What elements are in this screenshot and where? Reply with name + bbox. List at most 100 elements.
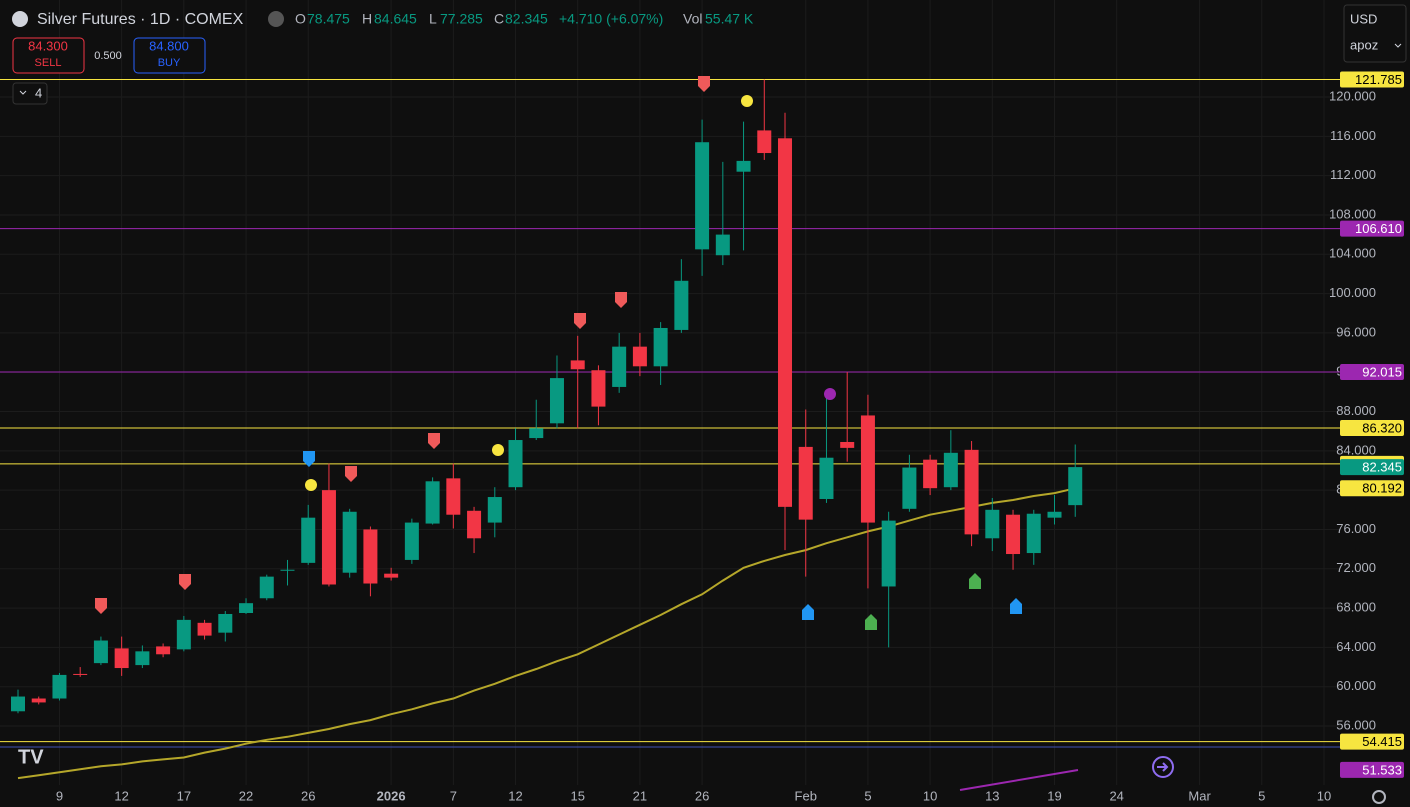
sell-signal (574, 313, 586, 329)
candle-body (612, 346, 627, 387)
volume-label: Vol (683, 11, 702, 27)
y-tick-label: 64.000 (1336, 639, 1376, 654)
sell-signal (615, 292, 627, 308)
ma-label: 80.192 (1362, 481, 1402, 496)
candle-body (218, 613, 233, 633)
candle-body (985, 509, 1000, 539)
ma-label-tag (1340, 480, 1404, 497)
buy-label: BUY (158, 57, 181, 69)
currency[interactable]: USD (1350, 11, 1377, 26)
symbol-title[interactable]: Silver Futures · 1D · COMEX (37, 11, 244, 28)
candle-body (840, 441, 855, 448)
candle-body (1026, 513, 1041, 554)
candle-body (93, 640, 108, 664)
candle-body (923, 459, 938, 489)
candle-body (342, 511, 357, 573)
ohlc-value: 84.645 (374, 11, 417, 27)
candle-body (239, 603, 254, 614)
ohlc-value: 78.475 (307, 11, 350, 27)
level-label: 106.610 (1355, 221, 1402, 236)
x-tick-label: 10 (923, 788, 937, 803)
candle-body (819, 457, 834, 499)
sell-button[interactable] (12, 37, 85, 74)
candle-body (570, 360, 585, 370)
level-label: 86.320 (1362, 420, 1402, 435)
alert-icon[interactable] (824, 388, 836, 400)
moving-average (17, 487, 1076, 780)
level-label-tag (1340, 761, 1404, 778)
x-tick-label: 10 (1317, 788, 1331, 803)
candle-body (487, 497, 502, 523)
candle-body (197, 622, 212, 636)
trade-panel: 84.300 SELL 0.500 84.800 BUY 4 (12, 37, 206, 105)
candle-body (31, 698, 46, 703)
sell-label: SELL (35, 57, 62, 69)
account[interactable]: apoz (1350, 37, 1378, 52)
ohlc-value: 82.345 (505, 11, 548, 27)
indicators-toggle[interactable] (12, 82, 48, 105)
alert-icon[interactable] (305, 479, 317, 491)
candle-body (321, 490, 336, 585)
x-tick-label: 9 (56, 788, 63, 803)
alert-icon[interactable] (741, 95, 753, 107)
level-label: 92.015 (1362, 364, 1402, 379)
candle-body (1068, 467, 1083, 506)
candle-body (446, 478, 461, 515)
x-tick-label: Mar (1188, 788, 1211, 803)
sell-signal (179, 574, 191, 590)
sell-signal (345, 466, 357, 482)
status-icon (268, 11, 284, 27)
candle-body (280, 569, 295, 571)
x-tick-label: 5 (864, 788, 871, 803)
sell-signal (698, 76, 710, 92)
buy-signal (1010, 598, 1022, 614)
candle-body (964, 449, 979, 535)
y-tick-label: 108.000 (1329, 206, 1376, 221)
chevron (19, 90, 27, 95)
y-tick-label: 56.000 (1336, 717, 1376, 732)
menu-box (1343, 4, 1407, 63)
candle-body (52, 674, 67, 699)
scroll-to-end[interactable] (1152, 756, 1174, 778)
alert-icon[interactable] (492, 444, 504, 456)
level-label: 121.785 (1355, 72, 1402, 87)
top-right-menu: USD apoz (1343, 4, 1407, 63)
x-tick-label: 12 (508, 788, 522, 803)
buy-signal (865, 614, 877, 630)
chevron (1394, 43, 1402, 48)
candle-body (736, 160, 751, 172)
x-tick-label: 12 (114, 788, 128, 803)
ohlc-label: C (494, 11, 504, 27)
candle-body (404, 522, 419, 560)
level-label-tag (1340, 733, 1404, 750)
x-tick-label: 17 (177, 788, 191, 803)
settings-icon[interactable] (1372, 790, 1386, 804)
x-tick-label: 13 (985, 788, 999, 803)
candle-body (695, 142, 710, 250)
candle-body (1047, 511, 1062, 518)
x-tick-label: 19 (1047, 788, 1061, 803)
level-label-tag (1340, 364, 1404, 381)
level-label-tag (1340, 71, 1404, 88)
change: +4.710 (+6.07%) (559, 11, 663, 27)
header: Silver Futures · 1D · COMEX O 78.475 H 8… (12, 11, 754, 28)
candle-body (467, 510, 482, 539)
candle-body (757, 130, 772, 154)
ohlc-label: O (295, 11, 306, 27)
volume: 55.47 K (705, 11, 754, 27)
candle-body (549, 378, 564, 424)
buy-button[interactable] (133, 37, 206, 74)
y-tick-label: 68.000 (1336, 600, 1376, 615)
candle-body (156, 646, 171, 655)
candle-body (529, 428, 544, 439)
candle-body (591, 370, 606, 407)
candle-body (176, 619, 191, 650)
ohlc-label: L (429, 11, 437, 27)
sell-signal (95, 598, 107, 614)
x-tick-label: 21 (633, 788, 647, 803)
candle-body (860, 415, 875, 523)
candle-body (881, 520, 896, 587)
